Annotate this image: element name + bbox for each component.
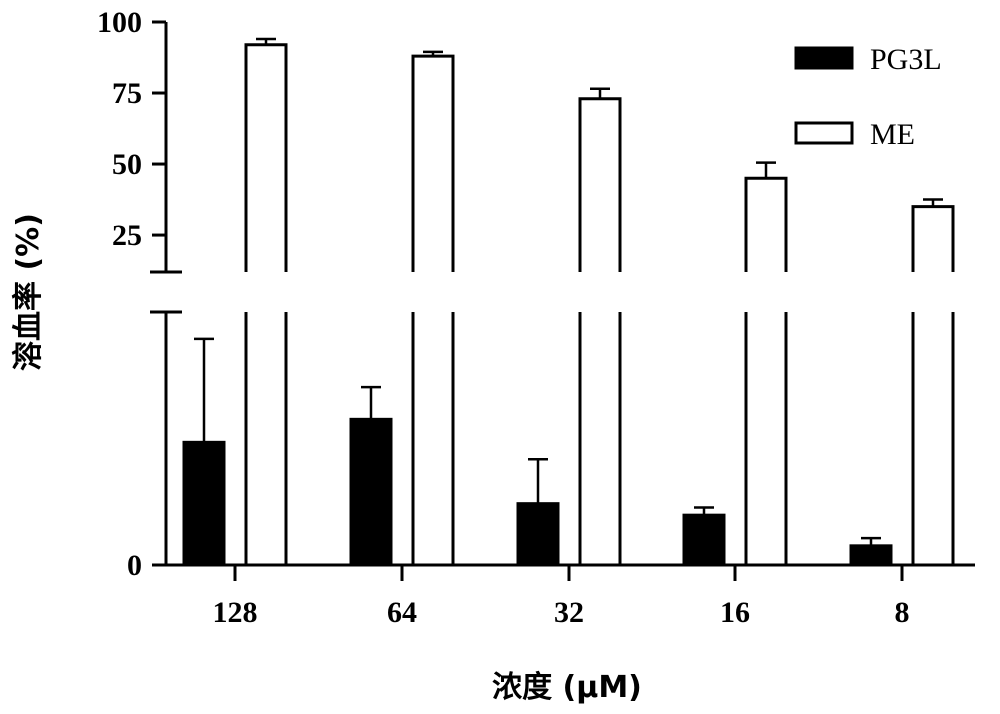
bar-me-lower-outline	[580, 312, 620, 565]
y-tick-label: 50	[112, 148, 142, 181]
bar-me-upper	[746, 178, 786, 272]
bar-me-lower-outline	[413, 312, 453, 565]
y-tick-label: 100	[97, 6, 142, 39]
x-tick-label: 128	[213, 596, 258, 629]
x-tick-label: 64	[387, 596, 417, 629]
y-axis-label: 溶血率 (%)	[11, 213, 46, 371]
legend-label-pg3l: PG3L	[870, 43, 942, 76]
bar-pg3l	[351, 419, 391, 565]
bar-me-upper	[413, 56, 453, 272]
legend: PG3L ME	[796, 43, 942, 151]
bar-pg3l	[684, 515, 724, 565]
bar-me-upper	[246, 45, 286, 272]
x-tick-label: 8	[895, 596, 910, 629]
y-tick-label: 0	[127, 549, 142, 582]
bar-me-lower-outline	[746, 312, 786, 565]
bar-me-upper	[913, 207, 953, 272]
legend-swatch-pg3l	[796, 48, 852, 68]
bar-pg3l	[518, 504, 558, 565]
x-tick-label: 32	[554, 596, 584, 629]
legend-swatch-me	[796, 123, 852, 143]
bar-pg3l	[184, 442, 224, 565]
y-tick-label: 25	[112, 219, 142, 252]
bar-pg3l	[851, 546, 891, 565]
bar-me-lower-outline	[913, 312, 953, 565]
x-tick-label: 16	[720, 596, 750, 629]
error-bars	[194, 39, 943, 546]
bar-me-upper	[580, 99, 620, 272]
x-axis-label: 浓度 (μM)	[492, 670, 642, 705]
bar-me-lower-outline	[246, 312, 286, 565]
y-tick-label: 75	[112, 77, 142, 110]
legend-label-me: ME	[870, 118, 915, 151]
